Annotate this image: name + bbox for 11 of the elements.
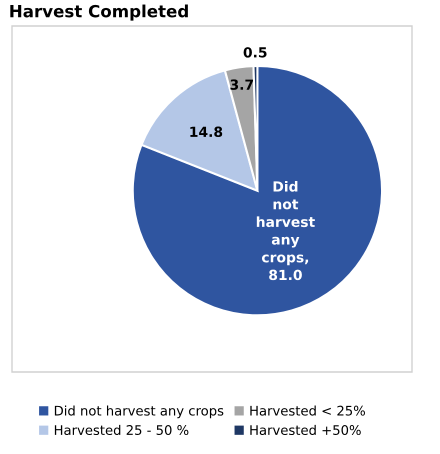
legend-label: Harvested < 25% xyxy=(250,405,365,416)
legend-label: Did not harvest any crops xyxy=(54,405,224,418)
pie-slice xyxy=(132,64,384,316)
pie-slice xyxy=(140,69,258,192)
legend-label: Harvested +50% xyxy=(250,424,361,436)
data-label: 0.5 xyxy=(244,47,267,58)
data-label: 3.7 xyxy=(230,79,254,90)
legend-label: Harvested 25 - 50 % xyxy=(54,424,188,436)
chart-title: Harvest Completed xyxy=(10,4,188,21)
data-label: Did not harvest any crops, 81.0 xyxy=(256,180,315,280)
data-label: 14.8 xyxy=(190,126,222,138)
